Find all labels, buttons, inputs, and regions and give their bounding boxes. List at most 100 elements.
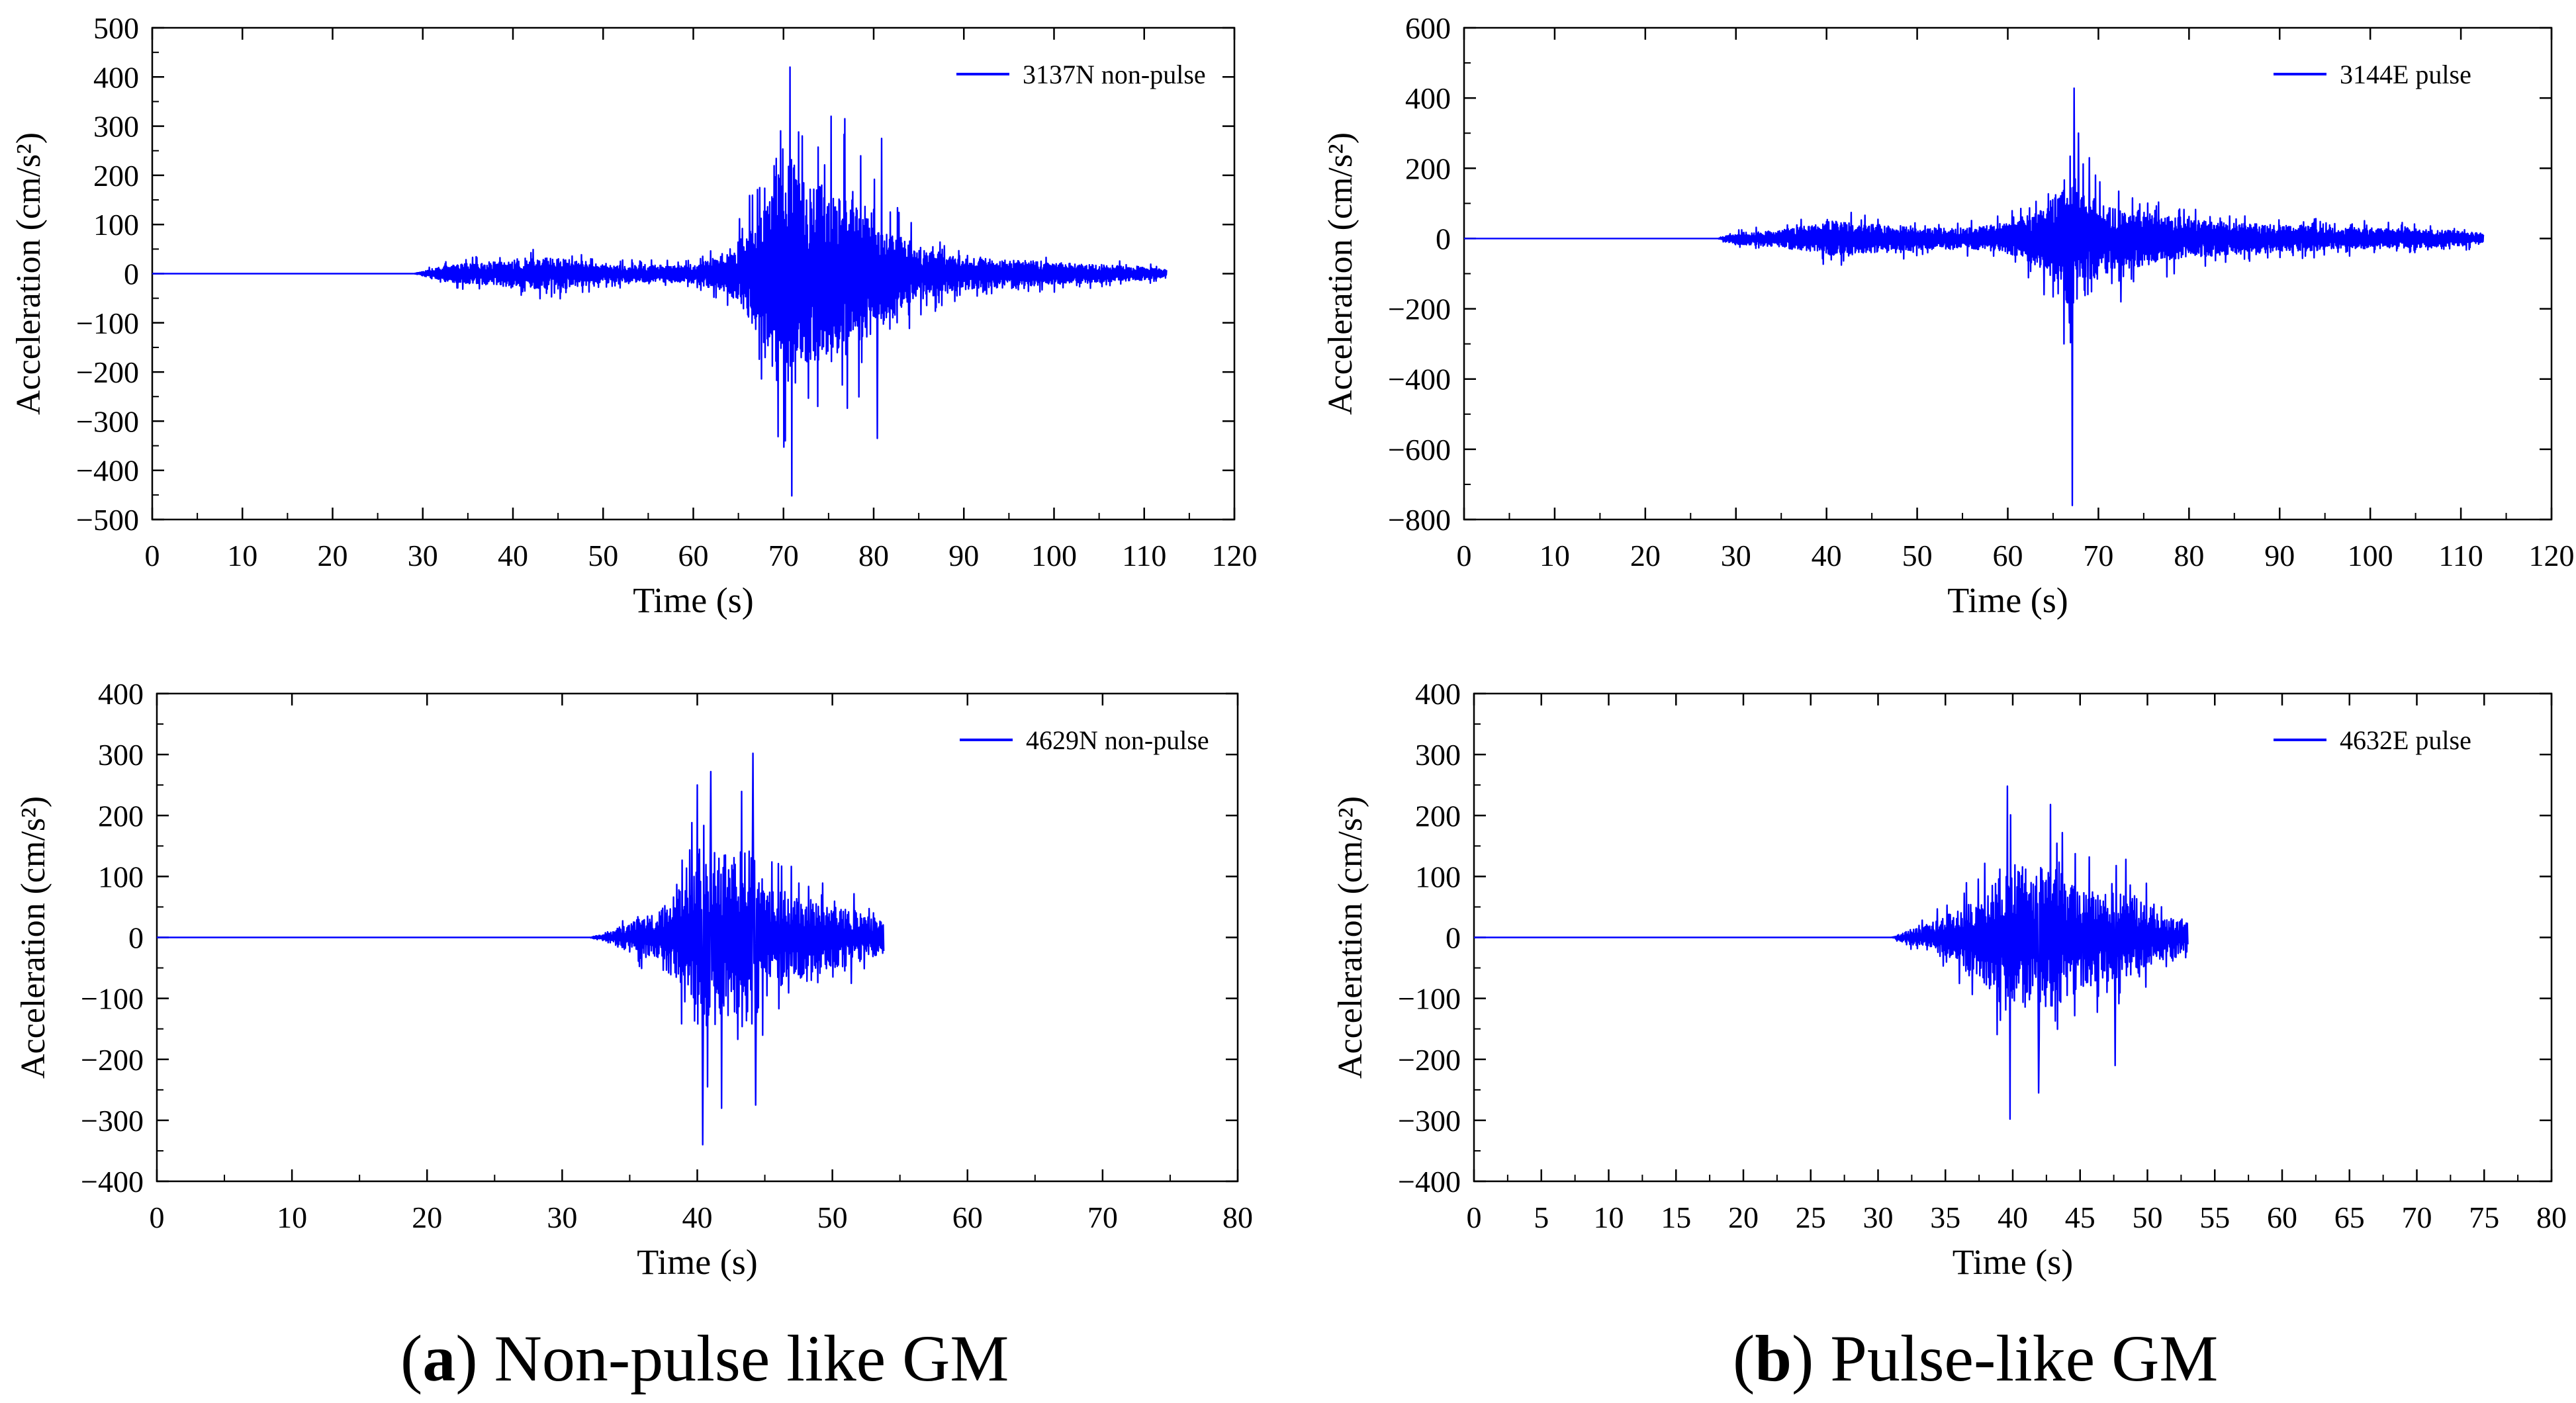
y-tick-label: −400: [81, 1165, 144, 1199]
x-tick-label: 80: [858, 539, 889, 572]
x-tick-label: 60: [1993, 539, 2023, 572]
y-axis-label: Acceleration (cm/s²): [1322, 132, 1359, 415]
x-tick-label: 60: [952, 1200, 983, 1234]
x-tick-label: 100: [1031, 539, 1077, 572]
caption-a: (a) Non-pulse like GM: [400, 1322, 1009, 1395]
x-tick-label: 50: [588, 539, 618, 572]
y-tick-label: 300: [1415, 738, 1461, 772]
x-axis-label: Time (s): [1947, 580, 2068, 620]
x-tick-label: 75: [2469, 1200, 2499, 1234]
x-tick-label: 60: [678, 539, 709, 572]
x-axis-label: Time (s): [1953, 1242, 2074, 1282]
y-tick-label: 600: [1405, 11, 1451, 45]
y-tick-label: −400: [1398, 1165, 1461, 1199]
y-tick-label: −100: [1398, 982, 1461, 1016]
x-tick-label: 70: [768, 539, 799, 572]
x-tick-label: 70: [1087, 1200, 1118, 1234]
x-tick-label: 0: [145, 539, 160, 572]
y-tick-label: −100: [81, 982, 144, 1016]
y-tick-label: −200: [76, 355, 139, 389]
x-tick-label: 110: [1122, 539, 1166, 572]
series-line: [152, 66, 1168, 497]
x-tick-label: 20: [412, 1200, 442, 1234]
y-tick-label: 0: [128, 921, 144, 955]
x-tick-label: 0: [1467, 1200, 1482, 1234]
series-line: [1473, 785, 2189, 1120]
x-tick-label: 80: [1222, 1200, 1253, 1234]
x-tick-label: 30: [547, 1200, 577, 1234]
y-axis-label: Acceleration (cm/s²): [15, 796, 52, 1079]
x-tick-label: 10: [277, 1200, 307, 1234]
x-tick-label: 30: [1721, 539, 1751, 572]
x-tick-label: 30: [1863, 1200, 1894, 1234]
x-tick-label: 25: [1796, 1200, 1826, 1234]
caption-b-letter: b: [1755, 1322, 1792, 1395]
x-tick-label: 70: [2083, 539, 2113, 572]
y-tick-label: −400: [76, 454, 139, 488]
series-line: [156, 752, 885, 1146]
series-line: [1463, 87, 2485, 506]
caption-b-text: ) Pulse-like GM: [1791, 1322, 2219, 1395]
y-tick-label: −300: [81, 1104, 144, 1138]
x-tick-label: 80: [2174, 539, 2204, 572]
chart-bottom-left: 0 10 20 30 40 50 60 70 80 −400 −300 −200 −100 0 100 200…: [15, 677, 1253, 1282]
legend-label: 3137N non-pulse: [1023, 60, 1206, 89]
x-tick-label: 0: [150, 1200, 165, 1234]
y-tick-label: −500: [76, 503, 139, 537]
x-tick-label: 110: [2438, 539, 2483, 572]
x-tick-label: 90: [948, 539, 979, 572]
y-tick-label: 0: [124, 257, 139, 291]
x-tick-label: 10: [1540, 539, 1570, 572]
y-tick-label: 400: [1415, 677, 1461, 711]
y-tick-label: −400: [1388, 363, 1451, 396]
y-tick-label: 200: [1415, 799, 1461, 833]
y-tick-label: 200: [93, 159, 139, 193]
x-tick-label: 45: [2065, 1200, 2095, 1234]
x-tick-label: 20: [1630, 539, 1661, 572]
y-tick-label: −300: [1398, 1104, 1461, 1138]
y-tick-label: 200: [98, 799, 144, 833]
x-tick-label: 60: [2267, 1200, 2297, 1234]
x-tick-label: 35: [1930, 1200, 1960, 1234]
x-tick-label: 50: [817, 1200, 848, 1234]
caption-b: (b) Pulse-like GM: [1733, 1322, 2219, 1395]
x-tick-label: 15: [1661, 1200, 1691, 1234]
x-tick-label: 5: [1534, 1200, 1549, 1234]
x-tick-label: 70: [2402, 1200, 2432, 1234]
x-tick-label: 0: [1457, 539, 1472, 572]
x-tick-label: 10: [1594, 1200, 1624, 1234]
y-tick-label: 400: [1405, 81, 1451, 115]
x-tick-label: 20: [318, 539, 348, 572]
legend-label: 3144E pulse: [2340, 60, 2471, 89]
y-tick-label: 0: [1446, 921, 1461, 955]
y-tick-label: 0: [1436, 222, 1451, 255]
y-axis-label: Acceleration (cm/s²): [1332, 796, 1369, 1079]
y-tick-label: −100: [76, 306, 139, 340]
x-tick-label: 80: [2536, 1200, 2567, 1234]
y-tick-label: −600: [1388, 433, 1451, 467]
x-tick-label: 65: [2334, 1200, 2365, 1234]
y-tick-label: 300: [93, 110, 139, 144]
x-tick-label: 50: [1902, 539, 1933, 572]
y-tick-label: −200: [81, 1043, 144, 1077]
legend-label: 4629N non-pulse: [1026, 725, 1209, 755]
x-axis-label: Time (s): [633, 580, 754, 620]
x-tick-label: 120: [1212, 539, 1258, 572]
caption-a-letter: a: [422, 1322, 456, 1395]
x-tick-label: 50: [2133, 1200, 2163, 1234]
y-tick-label: 500: [93, 11, 139, 45]
x-tick-label: 20: [1728, 1200, 1759, 1234]
plot-frame: [1463, 26, 2553, 521]
x-tick-label: 30: [408, 539, 438, 572]
x-tick-label: 55: [2199, 1200, 2230, 1234]
y-tick-label: 100: [93, 208, 139, 242]
x-tick-label: 10: [227, 539, 257, 572]
legend-label: 4632E pulse: [2340, 725, 2471, 755]
x-tick-label: 40: [498, 539, 528, 572]
x-tick-label: 40: [682, 1200, 713, 1234]
x-tick-label: 40: [1998, 1200, 2028, 1234]
x-tick-label: 120: [2529, 539, 2575, 572]
y-tick-label: −300: [76, 404, 139, 438]
y-tick-label: 300: [98, 738, 144, 772]
